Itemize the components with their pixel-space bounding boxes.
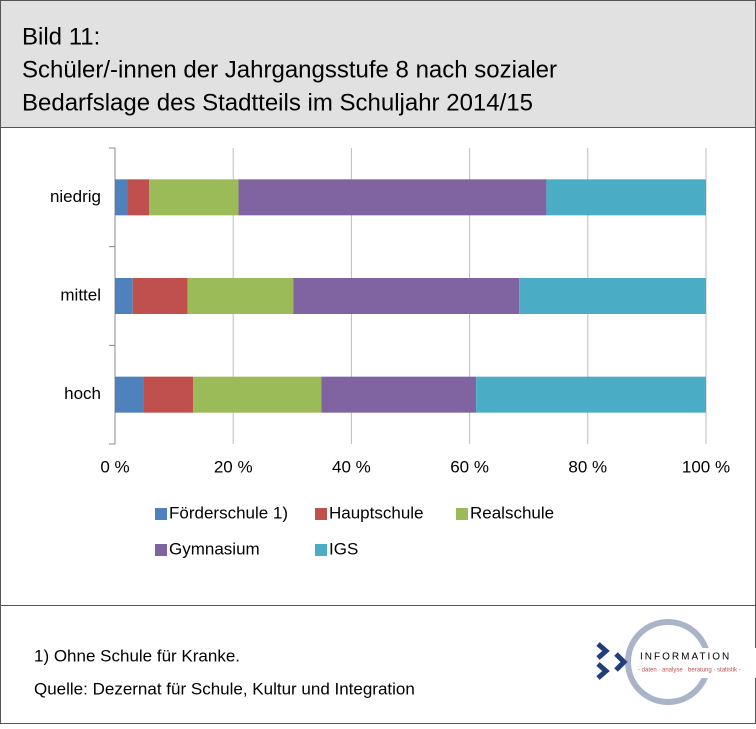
bar-segment xyxy=(238,179,547,216)
bar-segment xyxy=(132,278,188,314)
bar-segment xyxy=(321,376,477,413)
logo-chevron xyxy=(596,642,610,660)
source: Quelle: Dezernat für Schule, Kultur und … xyxy=(34,679,415,698)
bar-segment xyxy=(115,179,129,216)
footnote: 1) Ohne Schule für Kranke. xyxy=(34,646,240,665)
legend-label: Hauptschule xyxy=(329,503,424,522)
legend-label: Förderschule 1) xyxy=(169,503,288,522)
legend-swatch xyxy=(155,544,167,556)
bar-segment xyxy=(143,376,194,413)
bar-segment xyxy=(115,376,144,413)
bar-segment xyxy=(115,278,133,314)
header-title: Schüler/-innen der Jahrgangsstufe 8 nach… xyxy=(22,56,557,83)
bar-segment xyxy=(128,179,150,216)
logo-chevron xyxy=(596,662,610,680)
header-box xyxy=(0,0,756,128)
x-tick-label: 100 % xyxy=(682,457,730,476)
legend-swatch xyxy=(456,508,468,520)
bar-segment xyxy=(193,376,322,413)
legend-label: Gymnasium xyxy=(169,539,260,558)
logo-band xyxy=(634,648,756,678)
legend-label: Realschule xyxy=(470,503,554,522)
legend-swatch xyxy=(155,508,167,520)
x-tick-label: 60 % xyxy=(450,457,489,476)
y-tick-label: hoch xyxy=(64,384,101,403)
logo-tagline: - daten · analyse · beratung · statistik… xyxy=(638,668,741,674)
bar-segment xyxy=(546,179,706,216)
logo-chevron xyxy=(614,652,628,672)
bar-segment xyxy=(187,278,294,314)
y-tick-label: niedrig xyxy=(50,187,101,206)
bar-segment xyxy=(519,278,706,314)
legend-label: IGS xyxy=(329,539,358,558)
bar-segment xyxy=(149,179,239,216)
header-title: Bedarfslage des Stadtteils im Schuljahr … xyxy=(22,89,533,116)
header-label: Bild 11: xyxy=(22,23,100,50)
bar-segment xyxy=(293,278,520,314)
x-tick-label: 40 % xyxy=(332,457,371,476)
y-tick-label: mittel xyxy=(60,285,101,304)
logo: INFORMATION - daten · analyse · beratung… xyxy=(596,619,756,705)
logo-text: INFORMATION xyxy=(640,652,731,663)
legend-swatch xyxy=(315,508,327,520)
x-tick-label: 0 % xyxy=(100,457,129,476)
x-tick-label: 20 % xyxy=(214,457,253,476)
legend-swatch xyxy=(315,544,327,556)
bar-segment xyxy=(476,376,706,413)
x-tick-label: 80 % xyxy=(568,457,607,476)
